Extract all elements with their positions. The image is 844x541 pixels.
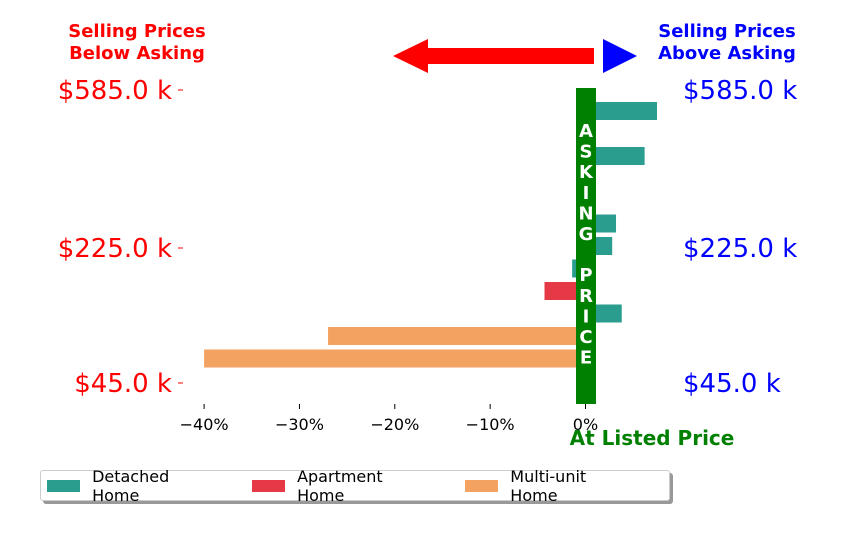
asking-letter-0: A: [579, 121, 593, 142]
asking-letter-7: P: [579, 265, 592, 286]
x-tick-label-0: −40%: [180, 415, 229, 434]
asking-letter-3: I: [583, 183, 590, 204]
legend-label-detached: Detached Home: [92, 466, 170, 505]
bar-0: [585, 102, 658, 120]
y-tick-label-left-2: $45.0 k: [74, 369, 172, 399]
legend-item-detached: Detached Home: [47, 467, 218, 505]
right-arrow-icon: [603, 39, 637, 73]
below-asking-header-line2: Below Asking: [69, 43, 205, 64]
asking-letter-11: E: [580, 348, 592, 369]
bar-11: [204, 349, 586, 368]
y-tick-label-left-1: $225.0 k: [58, 234, 172, 264]
above-asking-header-line1: Selling Prices: [658, 21, 796, 42]
legend: Detached Home Apartment Home Multi-unit …: [40, 467, 670, 505]
asking-letter-1: S: [580, 142, 593, 163]
legend-swatch-apartment: [252, 479, 286, 492]
legend-swatch-multi: [465, 479, 499, 492]
asking-price-bar: [576, 88, 596, 404]
legend-swatch-detached: [47, 479, 81, 492]
axis-layer: −40% −30% −20% −10% 0% $585.0 k $585.0 k $225.0…: [58, 76, 798, 450]
x-tick-label-4: 0%: [573, 415, 598, 434]
x-tick-label-1: −30%: [275, 415, 324, 434]
asking-letter-8: R: [579, 286, 593, 307]
below-asking-header: Selling Prices Below Asking: [42, 21, 232, 65]
y-tick-label-left-0: $585.0 k: [58, 76, 172, 106]
x-tick-label-3: −10%: [466, 415, 515, 434]
legend-item-apartment: Apartment Home: [252, 467, 431, 505]
legend-item-multi: Multi-unit Home: [465, 467, 635, 505]
above-asking-header: Selling Prices Above Asking: [632, 21, 822, 65]
asking-letter-4: N: [578, 203, 593, 224]
bar-2: [585, 147, 645, 165]
y-tick-label-right-1: $225.0 k: [683, 234, 797, 264]
at-listed-price-label: At Listed Price: [570, 426, 735, 450]
asking-letter-9: I: [583, 306, 590, 327]
bar-8: [544, 282, 586, 300]
bar-10: [328, 327, 586, 345]
below-asking-header-line1: Selling Prices: [68, 21, 206, 42]
y-tick-label-right-0: $585.0 k: [683, 76, 797, 106]
bars-layer: [204, 102, 658, 368]
asking-letter-10: C: [579, 327, 592, 348]
above-asking-header-line2: Above Asking: [658, 43, 796, 64]
legend-label-multi: Multi-unit Home: [510, 466, 587, 505]
left-arrow-icon: [393, 39, 594, 73]
y-tick-label-right-2: $45.0 k: [683, 369, 781, 399]
legend-label-apartment: Apartment Home: [297, 466, 383, 505]
asking-letter-2: K: [579, 162, 594, 183]
asking-letter-5: G: [579, 224, 594, 245]
x-tick-label-2: −20%: [370, 415, 419, 434]
